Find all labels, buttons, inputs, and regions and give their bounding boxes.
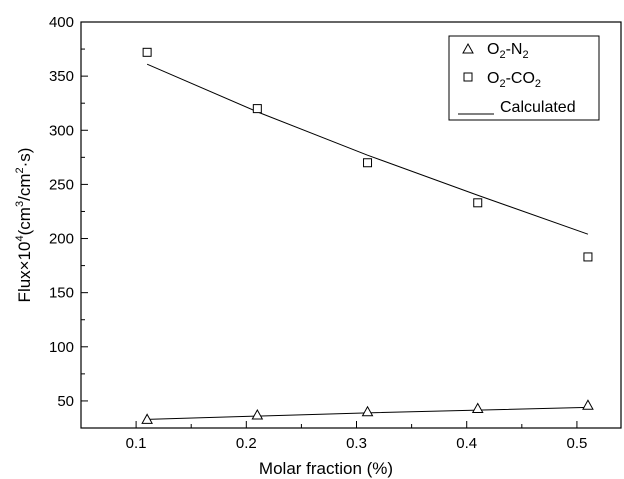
- x-axis-title: Molar fraction (%): [259, 459, 393, 478]
- legend-triangle-marker: [462, 42, 474, 54]
- square-point-o2-co2: [363, 158, 373, 168]
- y-axis-ticks: 50 100 150 200 250 300 350 400: [49, 14, 88, 410]
- x-tick-label: 0.5: [566, 435, 587, 452]
- legend-label-o2-co2: O2-CO2: [487, 70, 541, 90]
- legend: O2-N2 O2-CO2 Calculated: [448, 35, 600, 121]
- y-tick-label: 300: [49, 122, 74, 139]
- legend-label-o2-n2: O2-N2: [487, 41, 529, 61]
- calculated-line-2: [146, 63, 589, 235]
- triangle-point-o2-n2: [582, 399, 594, 410]
- x-tick-label: 0.1: [126, 435, 147, 452]
- y-tick-label: 350: [49, 68, 74, 85]
- x-axis-ticks: 0.1 0.2 0.3 0.4 0.5: [126, 421, 587, 452]
- triangle-point-o2-n2: [471, 402, 484, 414]
- triangle-point-o2-n2: [251, 408, 264, 420]
- legend-label-calculated: Calculated: [500, 99, 576, 116]
- square-point-o2-co2: [583, 252, 593, 262]
- x-tick-label: 0.4: [456, 435, 477, 452]
- y-tick-label: 200: [49, 231, 74, 248]
- y-tick-label: 100: [49, 339, 74, 356]
- y-tick-label: 150: [49, 285, 74, 302]
- y-axis-title: Flux×104(cm3/cm2·s): [14, 148, 34, 303]
- plot-frame: [80, 21, 622, 429]
- y-tick-label: 250: [49, 176, 74, 193]
- y-tick-label: 400: [49, 14, 74, 31]
- x-tick-label: 0.2: [236, 435, 257, 452]
- square-point-o2-co2: [142, 47, 152, 57]
- data-markers: [141, 47, 594, 424]
- square-point-o2-co2: [473, 198, 483, 208]
- triangle-point-o2-n2: [141, 413, 153, 424]
- y-tick-label: 50: [57, 393, 74, 410]
- legend-box: [448, 35, 600, 121]
- x-tick-label: 0.3: [346, 435, 367, 452]
- triangle-point-o2-n2: [361, 405, 374, 417]
- square-point-o2-co2: [252, 104, 262, 114]
- legend-square-marker: [463, 72, 473, 82]
